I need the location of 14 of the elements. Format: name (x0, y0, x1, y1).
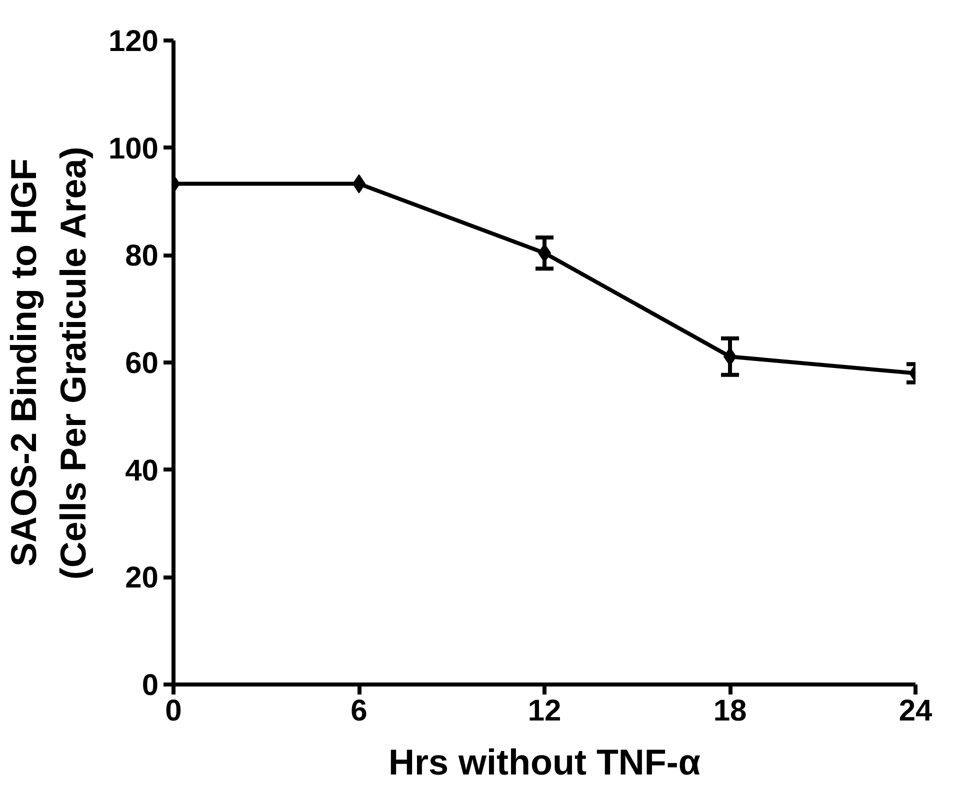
y-tick-label: 0 (142, 669, 159, 702)
y-axis-title: SAOS-2 Binding to HGF (Cells Per Graticule Area) (3, 146, 94, 580)
x-tick-label: 18 (713, 694, 747, 728)
y-tick-label: 120 (108, 25, 159, 58)
x-axis-title: Hrs without TNF-α (388, 742, 701, 782)
x-tick-label: 12 (528, 694, 562, 728)
y-tick-label: 20 (125, 562, 159, 595)
y-tick-label: 100 (108, 132, 159, 166)
x-tick-label: 24 (898, 694, 932, 728)
x-tick-label: 0 (165, 694, 182, 728)
x-tick-label: 6 (350, 694, 368, 728)
y-tick-label: 40 (125, 454, 159, 488)
y-tick-label: 60 (125, 347, 159, 380)
y-tick-label: 80 (125, 240, 159, 273)
